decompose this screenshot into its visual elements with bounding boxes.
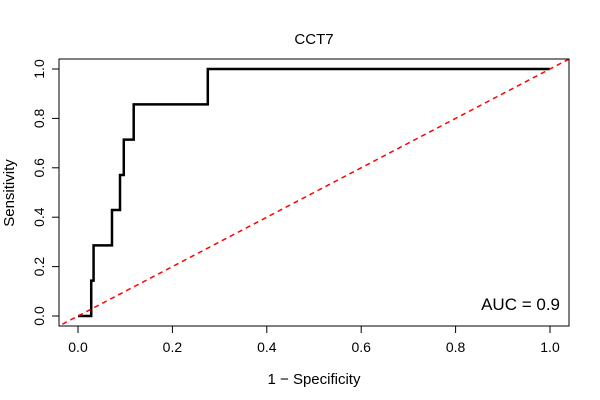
y-tick-label: 0.4 — [31, 207, 47, 227]
x-tick-label: 1.0 — [540, 339, 560, 355]
y-tick-label: 0.0 — [31, 306, 47, 326]
x-tick-label: 0.4 — [257, 339, 277, 355]
y-tick-label: 0.2 — [31, 257, 47, 277]
axes: 0.0 0.2 0.4 0.6 0.8 1.0 0.0 0.2 0.4 0.6 0.8 1.0 — [31, 59, 560, 355]
roc-curve-line — [78, 67, 550, 318]
y-tick-label: 0.6 — [31, 158, 47, 178]
x-tick-label: 0.0 — [68, 339, 88, 355]
y-axis-label: Sensitivity — [1, 159, 18, 227]
auc-annotation: AUC = 0.9 — [481, 295, 560, 314]
reference-diagonal-line — [59, 59, 569, 326]
x-tick-label: 0.6 — [351, 339, 371, 355]
y-tick-label: 0.8 — [31, 108, 47, 128]
x-tick-label: 0.8 — [446, 339, 466, 355]
chart-title: CCT7 — [294, 31, 333, 48]
y-tick-label: 1.0 — [31, 59, 47, 79]
plot-area — [59, 59, 569, 326]
x-axis-label: 1 − Specificity — [268, 371, 361, 388]
x-tick-label: 0.2 — [163, 339, 183, 355]
